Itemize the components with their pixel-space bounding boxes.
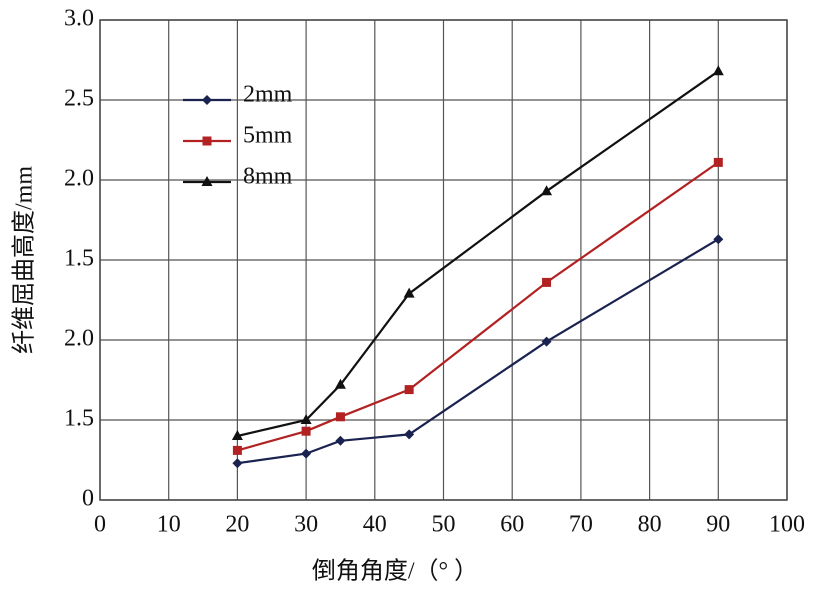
series-line [237,70,719,438]
y-axis-label: 纤维屈曲高度/mm [11,166,38,354]
marker [201,176,213,186]
marker [334,378,346,389]
x-tick-label: 70 [569,512,593,538]
series-line [237,238,719,465]
plot-frame [99,19,788,501]
y-tick-label: 1.5 [64,246,94,272]
marker [541,336,552,347]
x-tick-label: 0 [94,512,106,538]
x-tick-label: 100 [769,512,805,538]
marker [335,412,345,422]
marker [403,287,415,298]
marker [541,185,553,196]
marker [542,277,552,287]
legend-label: 8mm [243,164,293,190]
marker [301,448,312,459]
marker [335,435,346,446]
series-line [237,161,719,452]
marker [404,385,414,395]
y-tick-label: 2.0 [64,326,94,352]
x-tick-label: 10 [157,512,181,538]
x-tick-label: 20 [225,512,249,538]
y-tick-label: 2.0 [64,166,94,192]
x-tick-label: 30 [294,512,318,538]
y-tick-label: 3.0 [64,6,94,32]
y-tick-label: 2.5 [64,86,94,112]
marker [232,445,242,455]
y-tick-label: 0 [82,486,94,512]
x-tick-label: 90 [706,512,730,538]
marker [232,458,243,469]
legend-label: 5mm [243,123,293,149]
marker [202,136,212,146]
x-tick-label: 50 [432,512,456,538]
x-tick-label: 80 [638,512,662,538]
x-tick-label: 40 [363,512,387,538]
x-axis-label: 倒角角度/（° ） [312,558,478,585]
marker [713,234,724,245]
legend-label: 2mm [243,82,293,108]
marker [202,95,212,105]
y-tick-label: 1.5 [64,406,94,432]
marker [712,65,724,76]
marker [300,414,312,424]
marker [404,429,415,440]
x-tick-label: 60 [500,512,524,538]
marker [713,157,723,167]
marker [301,426,311,436]
marker [231,430,243,440]
